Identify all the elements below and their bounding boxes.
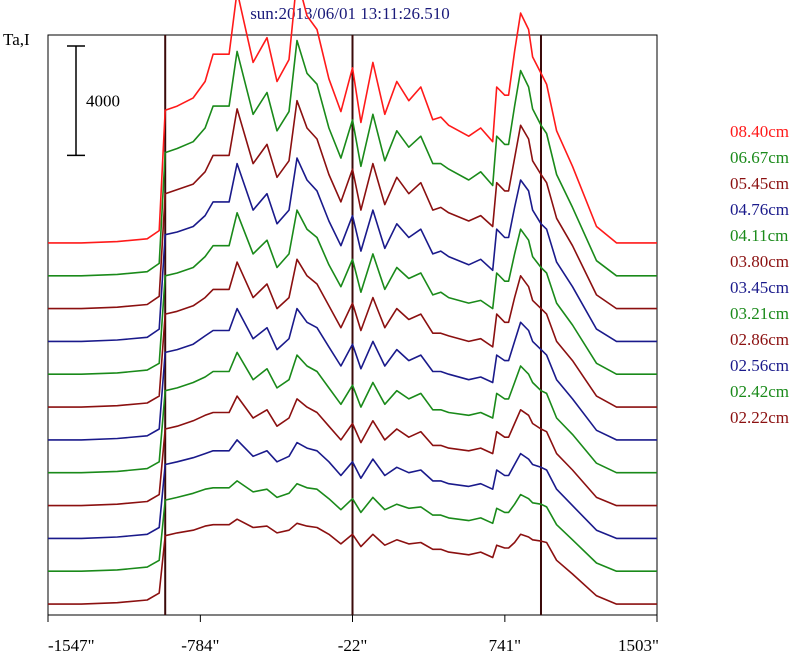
legend-entry-05.45cm: 05.45cm [730,174,790,193]
x-tick-label-1: -784" [181,636,219,655]
legend-entry-03.80cm: 03.80cm [730,252,790,271]
series-line-02.86cm [48,395,657,507]
series-layer [48,0,657,605]
scale-bar-label: 4000 [86,92,120,111]
series-line-03.45cm [48,307,657,441]
legend-entry-02.56cm: 02.56cm [730,356,790,375]
chart-title: sun:2013/06/01 13:11:26.510 [250,4,450,23]
x-tick-label-3: 741" [489,636,521,655]
legend-entry-02.42cm: 02.42cm [730,382,790,401]
legend-entry-04.76cm: 04.76cm [730,200,790,219]
series-line-02.56cm [48,439,657,540]
x-tick-label-2: -22" [338,636,368,655]
marker-layer [164,35,542,615]
series-line-05.45cm [48,99,657,310]
series-line-03.21cm [48,351,657,474]
legend-entry-02.86cm: 02.86cm [730,330,790,349]
x-tick-label-4: 1503" [618,636,659,655]
series-line-02.22cm [48,518,657,605]
y-axis-label: Ta,I [3,30,30,49]
legend-entry-03.45cm: 03.45cm [730,278,790,297]
x-tick-label-0: -1547" [48,636,95,655]
legend-entry-04.11cm: 04.11cm [730,226,789,245]
series-line-03.80cm [48,258,657,408]
x-axis-ticks: -1547" -784" -22" 741" 1503" [47,615,659,655]
legend-entry-02.22cm: 02.22cm [730,408,790,427]
legend-entry-06.67cm: 06.67cm [730,148,790,167]
series-line-08.40cm [48,0,657,244]
series-line-04.76cm [48,157,657,343]
legend-entry-03.21cm: 03.21cm [730,304,790,323]
scale-bar: 4000 [67,45,120,157]
legend: 08.40cm 06.67cm 05.45cm 04.76cm 04.11cm 03.80… [730,119,789,431]
series-line-06.67cm [48,39,657,277]
series-line-04.11cm [48,209,657,376]
legend-entry-08.40cm: 08.40cm [730,122,790,141]
series-line-02.42cm [48,480,657,573]
